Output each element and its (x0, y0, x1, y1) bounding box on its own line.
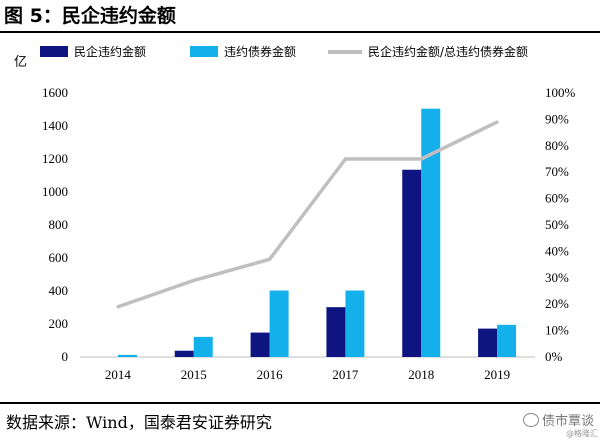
axes: 亿 0 200 400 600 800 1000 1200 1400 1600 0% 10% 20% 30… (14, 54, 576, 382)
y-tick-label: 1600 (42, 85, 68, 100)
y-tick-label: 400 (49, 283, 69, 298)
y-tick-label: 0 (62, 349, 69, 364)
x-tick-label: 2016 (257, 367, 284, 382)
legend-label: 民企违约金额 (74, 44, 146, 59)
source-note: 数据来源：Wind，国泰君安证券研究 (6, 413, 272, 432)
legend-label: 民企违约金额/总违约债券金额 (368, 44, 528, 59)
legend-swatch (190, 46, 218, 57)
bar (193, 336, 213, 357)
x-tick-label: 2018 (408, 367, 434, 382)
wechat-icon (522, 413, 539, 427)
ratio-line (116, 120, 499, 309)
watermark-small: @格隆汇 (566, 429, 598, 438)
legend-swatch (40, 46, 68, 57)
y2-tick-label: 100% (545, 85, 576, 100)
y2-tick-label: 60% (545, 191, 569, 206)
legend: 民企违约金额 违约债券金额 民企违约金额/总违约债券金额 (40, 44, 528, 59)
x-tick-label: 2017 (332, 367, 359, 382)
title-rule (0, 31, 600, 33)
y-tick-label: 1400 (42, 118, 68, 133)
bar (478, 328, 498, 357)
line-point (495, 120, 499, 124)
y2-tick-label: 20% (545, 296, 569, 311)
bars (117, 108, 517, 357)
y-tick-label: 1000 (42, 184, 68, 199)
line-point (343, 157, 347, 161)
y-tick-label: 800 (49, 217, 69, 232)
bar (250, 332, 270, 357)
watermark: 债市覃谈 (522, 410, 594, 429)
y2-tick-label: 0% (545, 349, 563, 364)
legend-label: 违约债券金额 (224, 44, 296, 59)
y2-tick-label: 50% (545, 217, 569, 232)
bar (497, 324, 517, 357)
watermark-text: 债市覃谈 (541, 414, 594, 429)
bar (326, 307, 346, 357)
y-axis-unit: 亿 (14, 54, 27, 69)
y2-tick-label: 40% (545, 243, 569, 258)
y2-tick-label: 30% (545, 270, 569, 285)
line-point (419, 157, 423, 161)
y2-tick-label: 90% (545, 111, 569, 126)
x-tick-label: 2014 (105, 367, 132, 382)
y-tick-label: 600 (49, 250, 69, 265)
y2-tick-label: 70% (545, 164, 569, 179)
bar (174, 350, 194, 357)
x-tick-label: 2019 (484, 367, 510, 382)
bar (117, 354, 137, 357)
y2-tick-label: 80% (545, 138, 569, 153)
bar (269, 290, 289, 357)
bar (421, 108, 441, 357)
series-line (117, 120, 498, 309)
line-point (192, 278, 196, 282)
chart: 民企违约金额 违约债券金额 民企违约金额/总违约债券金额 亿 0 200 400 600 80… (14, 44, 576, 382)
figure-title: 图 5：民企违约金额 (4, 5, 176, 27)
bar (345, 290, 365, 357)
line-point (116, 305, 120, 309)
line-point (268, 257, 272, 261)
y-tick-label: 200 (49, 316, 69, 331)
x-tick-label: 2015 (181, 367, 207, 382)
footer-rule (0, 402, 600, 404)
y2-tick-label: 10% (545, 323, 569, 338)
bar (402, 169, 422, 357)
y-tick-label: 1200 (42, 151, 68, 166)
